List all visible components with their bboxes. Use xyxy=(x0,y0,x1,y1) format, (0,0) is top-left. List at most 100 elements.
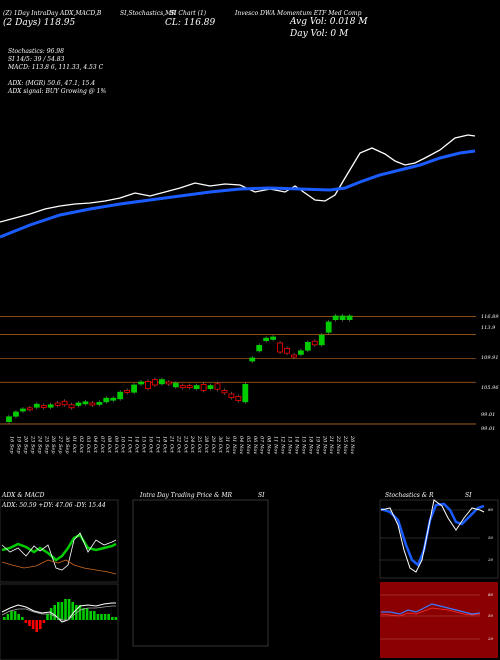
candle xyxy=(13,411,19,417)
date-tick-label: 27 Sep xyxy=(57,435,63,454)
macd-bar xyxy=(89,611,92,620)
intraday-si-label: SI xyxy=(258,492,265,499)
candle xyxy=(82,401,89,405)
adx-orange-line xyxy=(1,559,117,575)
candle xyxy=(304,341,311,351)
intraday-panel-frame xyxy=(132,499,269,647)
date-tick-label: 15 Nov xyxy=(300,436,306,454)
price-tick-label: 109.91 xyxy=(481,355,499,361)
candle xyxy=(152,379,158,386)
date-tick-label: 28 Oct xyxy=(203,435,209,454)
stochastic-white-line xyxy=(380,499,485,573)
candle xyxy=(6,416,12,422)
candle xyxy=(228,393,235,398)
date-tick-label: 25 Nov xyxy=(342,435,348,454)
date-tick-label: 26 Sep xyxy=(50,435,56,454)
candle xyxy=(68,404,75,409)
date-tick-label: 30 Oct xyxy=(217,436,223,454)
stoch-tick-20: 20 xyxy=(488,557,494,562)
candle xyxy=(186,385,193,389)
candlestick-series xyxy=(6,314,353,424)
date-tick-label: 26 Nov xyxy=(349,435,355,454)
macd-bar xyxy=(93,611,96,620)
stochastics-panel-title: Stochastics & R xyxy=(385,492,434,499)
price-tick-label: 99.01 xyxy=(481,426,495,432)
date-tick-label: 04 Nov xyxy=(238,436,244,454)
date-tick-label: 10 Oct xyxy=(120,436,126,454)
date-tick-label: 07 Oct xyxy=(99,436,105,454)
price-grid xyxy=(0,316,476,425)
candle xyxy=(138,381,144,385)
candle xyxy=(193,385,200,390)
candle xyxy=(158,379,165,385)
date-tick-label: 24 Oct xyxy=(189,435,195,454)
candle xyxy=(61,400,68,406)
macd-bar xyxy=(85,608,89,620)
candle xyxy=(339,315,346,320)
si-stat: SI 14/5: 39 / 54.83 xyxy=(8,56,65,63)
macd-bar xyxy=(31,620,35,629)
date-tick-label: 12 Nov xyxy=(280,436,286,454)
macd-white-line xyxy=(1,602,116,623)
candle xyxy=(117,391,124,400)
date-tick-label: 25 Sep xyxy=(43,435,49,454)
date-tick-label: 08 Nov xyxy=(266,436,272,454)
macd-bar xyxy=(46,614,49,620)
date-tick-label: 03 Oct xyxy=(85,436,91,454)
si-panel-frame xyxy=(380,582,498,658)
candle xyxy=(145,380,151,389)
adx-values: ADX: 50.59 +DY: 47.06 -DY: 15.44 xyxy=(2,502,106,509)
date-tick-label: 13 Nov xyxy=(287,436,293,454)
date-range-line: (2 Days) 118.95 xyxy=(3,18,76,28)
candle xyxy=(270,336,277,340)
macd-bar xyxy=(107,614,110,620)
date-tick-label: 09 Oct xyxy=(113,436,119,454)
date-tick-label: 14 Nov xyxy=(293,436,299,454)
macd-histogram xyxy=(3,599,118,632)
macd-panel-frame xyxy=(0,583,119,660)
macd-bar xyxy=(10,611,13,620)
candle xyxy=(284,347,290,354)
macd-bar xyxy=(111,617,114,620)
date-tick-label: 30 Sep xyxy=(64,436,70,454)
macd-bar xyxy=(24,620,28,623)
candle xyxy=(214,383,221,390)
macd-bar xyxy=(103,614,107,620)
macd-bar xyxy=(6,614,10,620)
si-tick-20: 20 xyxy=(488,636,494,641)
macd-bar xyxy=(28,620,31,626)
candle xyxy=(179,385,186,389)
macd-bar xyxy=(82,608,85,620)
date-tick-label: 18 Nov xyxy=(307,436,313,454)
candle xyxy=(277,342,283,353)
candle xyxy=(96,401,103,405)
price-tick-label: 113.9 xyxy=(481,325,496,331)
macd-gray-line xyxy=(1,605,116,621)
date-axis: 16 Sep 19 Sep 20 Sep 23 Sep 24 Sep 25 Sep 26 S… xyxy=(9,435,356,454)
candle xyxy=(325,321,332,333)
date-tick-label: 06 Nov xyxy=(252,436,258,454)
candle xyxy=(19,408,26,412)
date-tick-label: 19 Nov xyxy=(314,436,320,454)
day-volume: Day Vol: 0 M xyxy=(290,29,349,39)
candle xyxy=(332,315,339,320)
date-tick-label: 07 Nov xyxy=(259,436,265,454)
candle xyxy=(318,334,325,346)
candle xyxy=(249,357,256,362)
macd-bar xyxy=(64,599,67,620)
stochastics-si-label: SI xyxy=(465,492,472,499)
date-tick-label: 22 Oct xyxy=(175,435,181,454)
date-tick-label: 24 Sep xyxy=(36,435,42,454)
macd-bar xyxy=(17,614,20,620)
date-tick-label: 11 Nov xyxy=(273,436,279,454)
candle xyxy=(297,350,304,355)
stoch-tick-50: 50 xyxy=(488,535,494,540)
candle xyxy=(54,402,61,406)
date-tick-label: 23 Sep xyxy=(29,435,35,454)
candle xyxy=(131,384,138,393)
candle xyxy=(75,402,82,406)
macd-bar xyxy=(3,617,6,620)
date-tick-label: 21 Oct xyxy=(168,435,174,454)
si-chart-label: SI Chart (1) xyxy=(170,10,207,17)
